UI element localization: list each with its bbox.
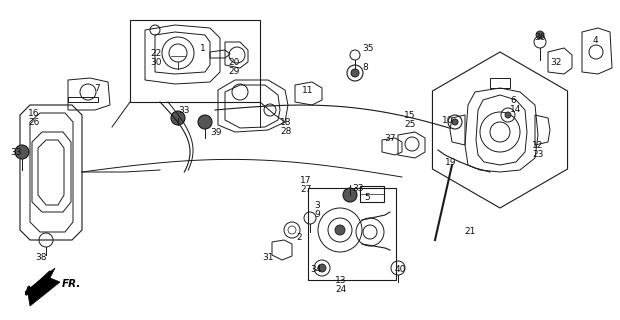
Polygon shape [25,268,60,306]
Text: 12
23: 12 23 [532,141,543,159]
Text: 15
25: 15 25 [404,111,415,129]
Text: 18
28: 18 28 [280,118,291,136]
Text: 7: 7 [94,84,100,92]
Text: 34: 34 [310,266,321,275]
Text: 35: 35 [362,44,373,52]
Circle shape [452,119,458,125]
Circle shape [536,31,544,39]
Text: 17
27: 17 27 [300,176,311,194]
Text: 6
14: 6 14 [510,96,521,114]
Text: 33: 33 [10,148,22,156]
Text: 13
24: 13 24 [335,276,347,294]
Bar [68,97,98,102]
Bar [308,188,396,280]
Bar [130,20,260,102]
Text: 4: 4 [593,36,599,44]
Circle shape [171,111,185,125]
Text: 32: 32 [550,58,561,67]
Circle shape [318,264,326,272]
Text: 5: 5 [364,194,370,203]
Text: 16
26: 16 26 [28,109,40,127]
Text: 1: 1 [200,44,206,52]
Text: 33: 33 [178,106,190,115]
Text: 21: 21 [464,228,476,236]
Text: 39: 39 [210,127,221,137]
Circle shape [505,112,511,118]
Circle shape [15,145,29,159]
Circle shape [351,69,359,77]
Text: 36: 36 [534,33,546,42]
Text: FR.: FR. [62,279,81,289]
Text: 40: 40 [395,266,406,275]
Text: 33: 33 [352,183,363,193]
Text: 20
29: 20 29 [228,58,239,76]
Text: 3
9: 3 9 [314,201,320,219]
Text: 38: 38 [35,253,46,262]
Text: 31: 31 [262,253,273,262]
Text: 8: 8 [362,62,368,71]
Text: 2: 2 [296,233,301,242]
Text: 19: 19 [445,157,456,166]
Text: 11: 11 [302,85,314,94]
Bar [360,186,384,202]
Circle shape [198,115,212,129]
Text: 10: 10 [442,116,453,124]
Text: 22
30: 22 30 [150,49,161,67]
Text: 37: 37 [384,133,396,142]
Circle shape [343,188,357,202]
Circle shape [335,225,345,235]
